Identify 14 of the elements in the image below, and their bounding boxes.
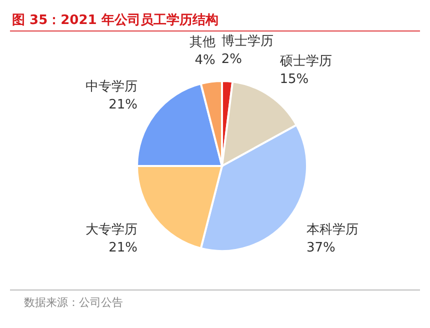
data-label: 15% bbox=[280, 72, 309, 88]
slice-label: 本科学历 bbox=[306, 222, 358, 238]
slice-label: 大专学历 bbox=[86, 222, 138, 238]
data-label: 4% bbox=[194, 52, 216, 68]
data-label: 2% bbox=[221, 52, 242, 68]
slice-label: 博士学历 bbox=[221, 34, 274, 50]
data-label: 21% bbox=[108, 240, 138, 256]
data-label: 21% bbox=[108, 97, 138, 112]
slice-label: 硕士学历 bbox=[278, 54, 332, 70]
source-note: 数据来源：公司公告 bbox=[24, 296, 123, 309]
chart-title: 图 35：2021 年公司员工学历结构 bbox=[12, 13, 218, 28]
slice-label: 其他 bbox=[189, 34, 216, 50]
data-label: 37% bbox=[306, 240, 336, 256]
slice-label: 中专学历 bbox=[86, 79, 138, 94]
